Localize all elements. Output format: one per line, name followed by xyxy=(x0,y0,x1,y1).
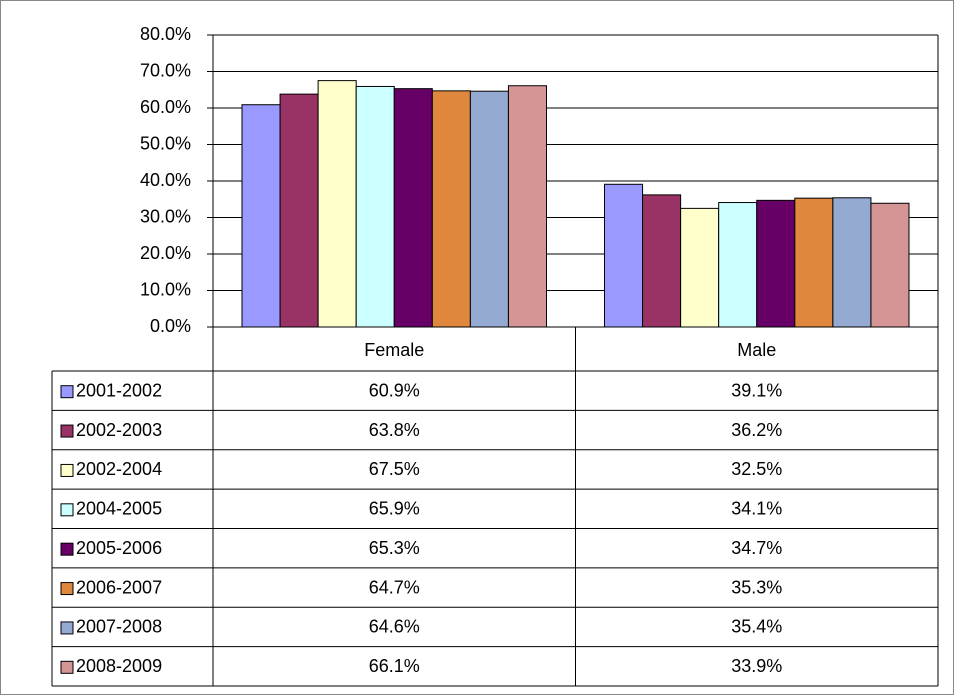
bar xyxy=(642,194,682,328)
table-value: 65.9% xyxy=(369,499,420,519)
bar xyxy=(279,93,319,328)
legend-label: 2004-2005 xyxy=(76,499,162,519)
y-tick-label: 40.0% xyxy=(140,170,191,190)
y-tick-label: 0.0% xyxy=(150,316,191,336)
table-value: 64.7% xyxy=(369,577,420,597)
bar xyxy=(870,202,910,328)
legend-key xyxy=(60,385,74,399)
table-value: 33.9% xyxy=(731,656,782,676)
table-value: 36.2% xyxy=(731,420,782,440)
y-tick-label: 50.0% xyxy=(140,133,191,153)
table-value: 63.8% xyxy=(369,420,420,440)
x-tick-label: Male xyxy=(737,340,776,360)
legend-key xyxy=(60,660,74,674)
legend-key xyxy=(60,424,74,438)
bar xyxy=(832,197,872,328)
legend-label: 2002-2004 xyxy=(76,459,162,479)
y-tick-label: 80.0% xyxy=(140,24,191,44)
table-value: 34.1% xyxy=(731,499,782,519)
legend-label: 2007-2008 xyxy=(76,617,162,637)
bar xyxy=(756,199,796,328)
table-value: 64.6% xyxy=(369,617,420,637)
y-tick-label: 20.0% xyxy=(140,243,191,263)
table-value: 60.9% xyxy=(369,380,420,400)
legend-label: 2005-2006 xyxy=(76,538,162,558)
y-tick-label: 70.0% xyxy=(140,60,191,80)
legend-label: 2002-2003 xyxy=(76,420,162,440)
table-value: 67.5% xyxy=(369,459,420,479)
table-value: 35.3% xyxy=(731,577,782,597)
bar xyxy=(680,207,720,328)
bar xyxy=(604,183,644,328)
bar xyxy=(718,202,758,328)
y-tick-label: 60.0% xyxy=(140,97,191,117)
table-value: 34.7% xyxy=(731,538,782,558)
legend-key xyxy=(60,463,74,477)
bar xyxy=(355,85,395,328)
legend-key xyxy=(60,621,74,635)
bar xyxy=(469,90,509,328)
legend-label: 2001-2002 xyxy=(76,380,162,400)
legend-key xyxy=(60,542,74,556)
bar xyxy=(507,85,547,328)
legend-key xyxy=(60,503,74,517)
table-value: 32.5% xyxy=(731,459,782,479)
y-tick-label: 10.0% xyxy=(140,279,191,299)
legend-label: 2006-2007 xyxy=(76,577,162,597)
table-value: 66.1% xyxy=(369,656,420,676)
bar xyxy=(431,90,471,328)
table-value: 65.3% xyxy=(369,538,420,558)
legend-label: 2008-2009 xyxy=(76,656,162,676)
legend-key xyxy=(60,582,74,596)
bar xyxy=(794,197,834,328)
bar xyxy=(317,80,357,328)
bar xyxy=(241,104,281,328)
table-value: 35.4% xyxy=(731,617,782,637)
bar xyxy=(393,88,433,328)
x-tick-label: Female xyxy=(364,340,424,360)
table-value: 39.1% xyxy=(731,380,782,400)
y-tick-label: 30.0% xyxy=(140,206,191,226)
